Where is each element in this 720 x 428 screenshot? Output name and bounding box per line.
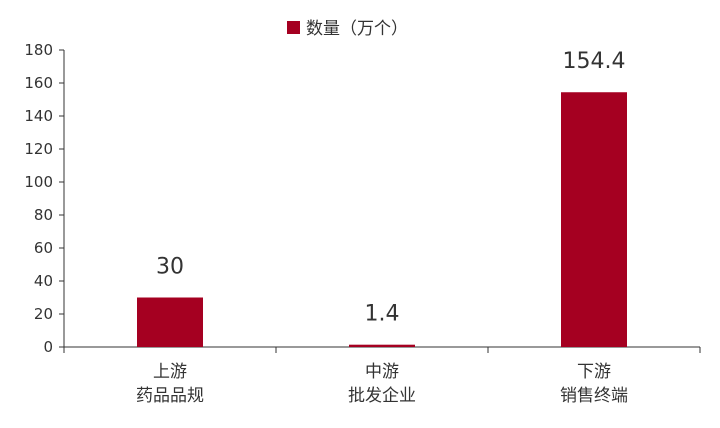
x-axis — [63, 346, 701, 353]
y-tick-label: 100 — [24, 173, 53, 191]
y-axis: 0 20 40 60 80 100 120 140 160 180 — [24, 41, 65, 356]
bar — [137, 297, 203, 347]
bar — [561, 92, 627, 348]
category-label: 中游 — [365, 362, 399, 382]
category-label: 批发企业 — [348, 386, 416, 406]
y-tick-label: 140 — [24, 107, 53, 125]
data-labels: 30 1.4 154.4 — [156, 49, 625, 326]
bar — [349, 344, 415, 347]
category-label: 销售终端 — [560, 386, 628, 406]
legend-swatch — [287, 21, 300, 34]
y-tick-label: 120 — [24, 140, 53, 158]
category-label: 下游 — [577, 362, 611, 382]
bars — [137, 92, 627, 348]
category-label: 上游 — [153, 362, 187, 382]
data-label: 30 — [156, 255, 184, 280]
y-tick-label: 0 — [43, 338, 53, 356]
legend-label: 数量（万个） — [306, 19, 408, 39]
y-tick-label: 180 — [24, 41, 53, 59]
y-tick-label: 20 — [34, 305, 53, 323]
y-tick-label: 40 — [34, 272, 53, 290]
legend: 数量（万个） — [287, 19, 408, 39]
data-label: 1.4 — [365, 302, 400, 327]
y-tick-label: 80 — [34, 206, 53, 224]
y-tick-label: 160 — [24, 74, 53, 92]
y-tick-label: 60 — [34, 239, 53, 257]
data-label: 154.4 — [563, 49, 626, 74]
category-label: 药品品规 — [136, 386, 204, 406]
